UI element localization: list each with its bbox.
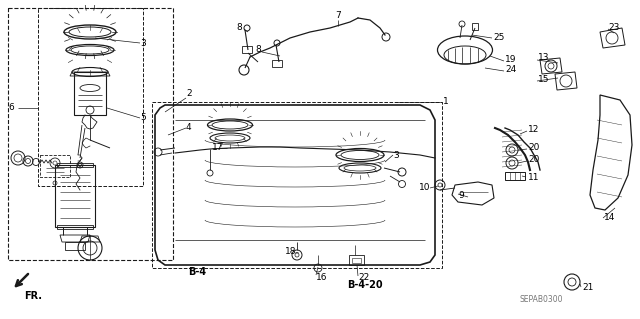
Bar: [242, 46, 252, 53]
Text: FR.: FR.: [24, 291, 42, 301]
Bar: [505, 172, 525, 180]
Text: 11: 11: [528, 174, 540, 182]
Text: 8: 8: [255, 46, 260, 55]
Bar: [55, 165, 95, 227]
Text: 18: 18: [285, 248, 296, 256]
Text: 14: 14: [604, 213, 616, 222]
Text: 6: 6: [8, 103, 13, 113]
Bar: [40, 155, 70, 177]
Text: 1: 1: [443, 98, 449, 107]
Bar: [8, 8, 173, 260]
Text: 19: 19: [505, 56, 516, 64]
Text: 23: 23: [608, 23, 620, 32]
Bar: [38, 8, 143, 186]
Text: 24: 24: [505, 65, 516, 75]
Bar: [65, 242, 85, 250]
Text: 13: 13: [538, 54, 550, 63]
Text: 5: 5: [140, 114, 146, 122]
Bar: [57, 163, 93, 167]
Text: 2: 2: [186, 89, 191, 98]
Text: 21: 21: [582, 284, 593, 293]
Bar: [272, 60, 282, 67]
Text: 9: 9: [458, 191, 464, 201]
Text: 22: 22: [358, 273, 369, 283]
Text: 3: 3: [393, 151, 399, 160]
Text: 17: 17: [212, 144, 223, 152]
Bar: [349, 255, 364, 265]
Text: B-4: B-4: [188, 267, 206, 277]
Text: 20: 20: [528, 144, 540, 152]
Bar: [57, 225, 93, 229]
Text: B-4-20: B-4-20: [347, 280, 383, 290]
Text: 25: 25: [493, 33, 504, 41]
Text: 20: 20: [528, 155, 540, 165]
Bar: [352, 258, 361, 263]
Text: 3: 3: [140, 39, 146, 48]
Text: 10: 10: [419, 183, 430, 192]
Text: 8: 8: [236, 23, 242, 32]
Text: 15: 15: [538, 76, 550, 85]
Bar: [152, 102, 442, 268]
Text: 4: 4: [186, 123, 191, 132]
Bar: [472, 23, 478, 30]
Text: SEPAB0300: SEPAB0300: [520, 295, 563, 305]
Text: 12: 12: [528, 125, 540, 135]
Text: 16: 16: [316, 273, 328, 283]
Text: 7: 7: [335, 11, 341, 20]
